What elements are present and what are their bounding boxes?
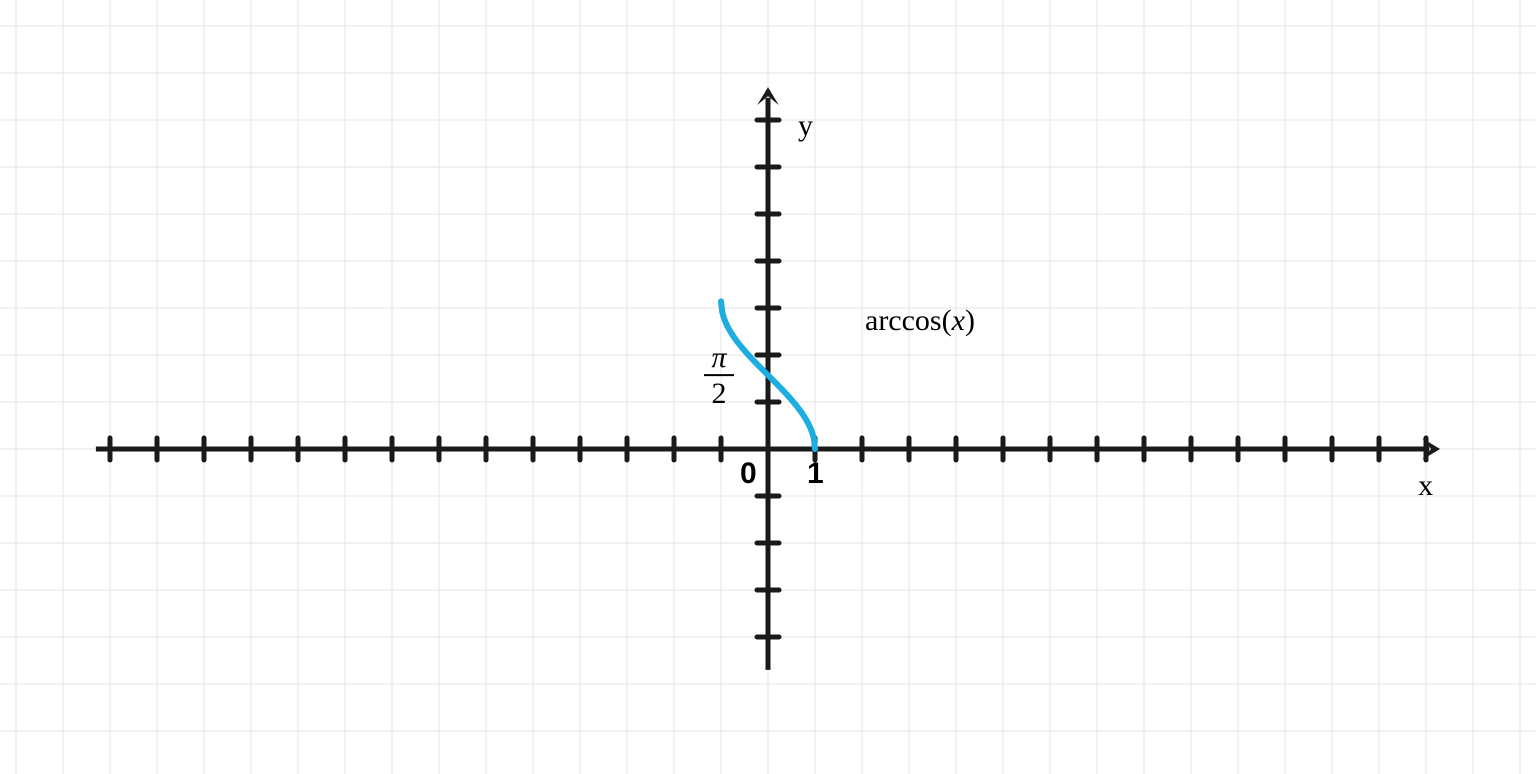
pi-half-numerator: π [711,341,727,374]
y-axis-label: y [798,109,813,142]
arccos-plot: x y 0 1 π2 arccos(x) [0,0,1536,774]
x-axis-label: x [1418,469,1433,502]
curve-label: arccos(x) [865,304,975,337]
one-label: 1 [807,457,824,490]
pi-half-denominator: 2 [712,377,727,410]
origin-label: 0 [740,457,757,490]
